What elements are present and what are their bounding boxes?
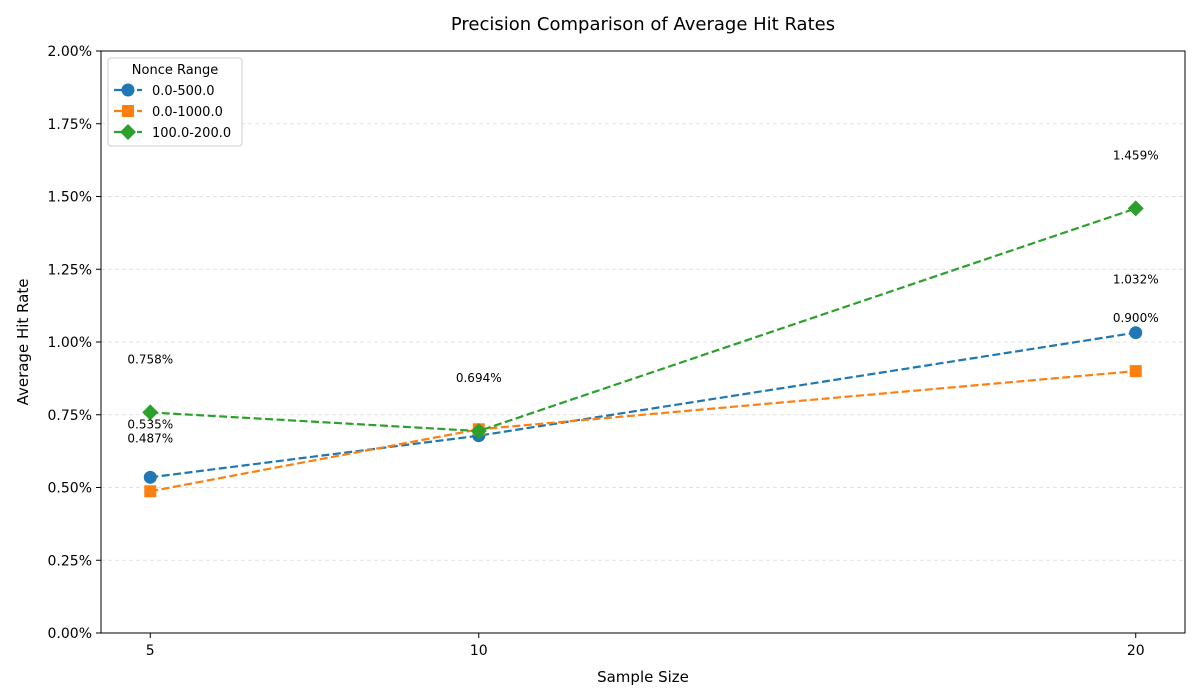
chart-title: Precision Comparison of Average Hit Rate…: [451, 14, 835, 35]
legend-label: 100.0-200.0: [152, 126, 231, 141]
legend-items: 0.0-500.0 0.0-1000.0 100.0-200.0: [114, 83, 231, 141]
y-tick-label: 2.00%: [48, 44, 92, 60]
data-label: 1.032%: [1113, 273, 1159, 287]
data-label: 0.487%: [127, 431, 173, 445]
y-tick-label: 0.50%: [48, 481, 92, 497]
legend-label: 0.0-500.0: [152, 84, 215, 99]
y-tick-label: 0.25%: [48, 553, 92, 569]
data-labels: 0.535% 1.032% 0.487% 0.900% 0.758% 0.694% 1.45…: [127, 148, 1158, 445]
data-point-circle: [121, 83, 135, 97]
x-tick-label: 20: [1127, 643, 1145, 659]
data-point-square: [1129, 365, 1142, 378]
legend-item: 100.0-200.0: [114, 124, 231, 141]
x-tick-label: 5: [146, 643, 155, 659]
legend: Nonce Range 0.0-500.0 0.0-1000.0 100.0-200…: [107, 57, 243, 147]
grid: [101, 123, 1185, 561]
data-point-diamond: [470, 423, 487, 440]
data-label: 0.694%: [456, 371, 502, 385]
data-point-diamond: [1127, 200, 1144, 217]
y-tick-label: 0.75%: [48, 408, 92, 424]
legend-item: 0.0-500.0: [114, 83, 215, 99]
x-tick-label: 10: [470, 643, 488, 659]
data-label: 0.900%: [1113, 311, 1159, 325]
y-tick-label: 1.00%: [48, 335, 92, 351]
series-0.0-500.0: [143, 326, 1143, 484]
series-line: [150, 370, 1136, 493]
legend-box: [107, 57, 243, 147]
series-100.0-200.0: [142, 200, 1144, 440]
legend-label: 0.0-1000.0: [152, 105, 223, 120]
series-line: [150, 331, 1136, 479]
legend-title: Nonce Range: [132, 63, 218, 78]
y-tick-label: 1.75%: [48, 117, 92, 133]
y-tick-label: 1.50%: [48, 190, 92, 206]
data-label: 1.459%: [1113, 148, 1159, 162]
data-label: 0.758%: [127, 352, 173, 366]
y-axis-label: Average Hit Rate: [14, 279, 32, 406]
data-point-diamond: [120, 124, 136, 140]
y-tick-label: 1.25%: [48, 262, 92, 278]
x-axis-label: Sample Size: [597, 668, 689, 686]
data-point-circle: [1129, 326, 1143, 340]
data-point-diamond: [142, 404, 159, 421]
series-0.0-1000.0: [144, 365, 1142, 498]
legend-item: 0.0-1000.0: [114, 105, 223, 120]
axes: 0.00% 0.25% 0.50% 0.75% 1.00% 1.25% 1.50% 1.75%…: [48, 44, 1145, 659]
data-point-square: [122, 105, 134, 117]
series-layer: [142, 200, 1144, 498]
data-label: 0.535%: [127, 417, 173, 431]
y-tick-label: 0.00%: [48, 626, 92, 642]
data-point-square: [144, 485, 157, 498]
data-point-circle: [143, 470, 157, 484]
series-line: [150, 207, 1137, 433]
